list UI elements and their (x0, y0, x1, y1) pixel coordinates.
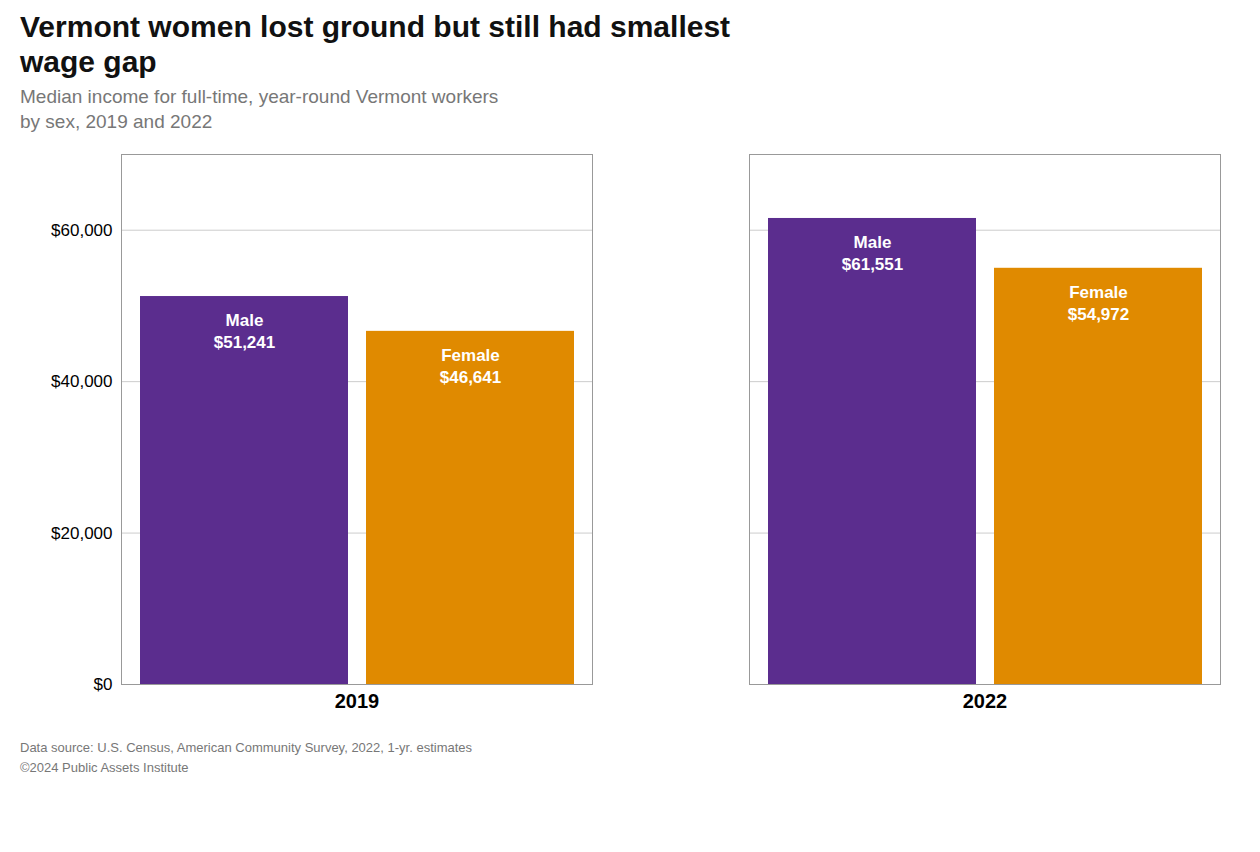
svg-text:$20,000: $20,000 (51, 524, 112, 543)
svg-text:Male$61,551: Male$61,551 (842, 234, 903, 275)
svg-text:2022: 2022 (963, 690, 1008, 712)
html-text:Vermont women lost ground but: Vermont women lost ground but still had … (20, 10, 731, 78)
svg-text:2019: 2019 (335, 690, 380, 712)
svg-text:$40,000: $40,000 (51, 372, 112, 391)
html-text:Data source: U.S. Census, Amer: Data source: U.S. Census, American Commu… (20, 740, 473, 775)
svg-text:Female$46,641: Female$46,641 (440, 346, 501, 387)
html-text:Median income for full-time, y: Median income for full-time, year-round … (20, 86, 499, 132)
svg-text:$0: $0 (94, 675, 113, 694)
svg-text:Male$51,241: Male$51,241 (214, 312, 275, 353)
svg-text:Female$54,972: Female$54,972 (1068, 283, 1129, 324)
svg-text:$60,000: $60,000 (51, 221, 112, 240)
